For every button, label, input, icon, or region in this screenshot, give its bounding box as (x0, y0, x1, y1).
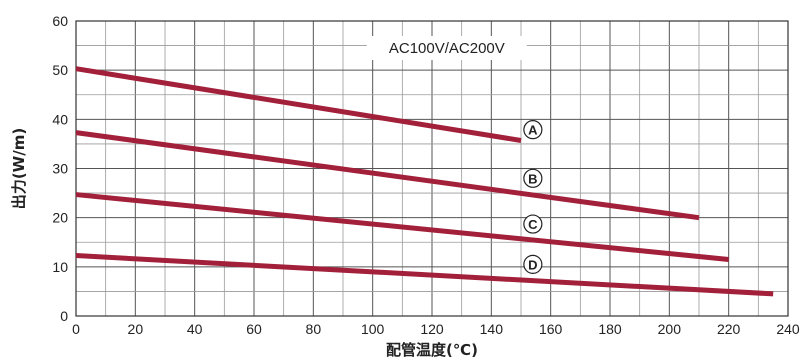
series-label-circle (523, 254, 543, 274)
x-tick-label: 80 (306, 321, 322, 337)
series-label-circle (523, 120, 543, 140)
series-label-b: B (528, 171, 537, 186)
series-line-c (75, 192, 729, 262)
x-tick-label: 100 (361, 321, 385, 337)
y-axis-title: 出力(W/m) (10, 128, 28, 209)
x-axis-title: 配管温度(℃) (386, 341, 478, 359)
x-tick-label: 200 (658, 321, 682, 337)
x-tick-label: 180 (598, 321, 622, 337)
x-tick-label: 20 (128, 321, 144, 337)
x-tick-label: 240 (776, 321, 800, 337)
y-tick-label: 20 (52, 210, 68, 226)
series-line-d (75, 253, 774, 297)
series-label-d: D (528, 257, 537, 272)
x-tick-label: 160 (539, 321, 563, 337)
x-tick-label: 220 (717, 321, 741, 337)
plot-frame (75, 20, 789, 317)
y-tick-label: 10 (52, 259, 68, 275)
y-tick-label: 30 (52, 161, 68, 177)
x-tick-label: 140 (480, 321, 504, 337)
grid (75, 20, 789, 317)
annotation-background (366, 36, 527, 61)
y-tick-label: 60 (52, 13, 68, 29)
series-lines (75, 66, 774, 297)
x-tick-label: 40 (187, 321, 203, 337)
annotation-label: AC100V/AC200V (389, 40, 505, 57)
series-line-a (75, 66, 522, 143)
y-tick-label: 50 (52, 62, 68, 78)
series-label-c: C (528, 217, 538, 232)
series-label-circle (523, 168, 543, 188)
series-labels: A B C D (523, 120, 543, 274)
series-label-circle (523, 214, 543, 234)
x-tick-label: 60 (246, 321, 262, 337)
tick-labels: 0 20 40 60 80 100 120 140 160 180 200 220 240 0 10 20 30… (52, 13, 799, 337)
x-tick-label: 0 (72, 321, 80, 337)
series-line-b (75, 130, 700, 221)
x-tick-label: 120 (420, 321, 444, 337)
y-tick-label: 0 (60, 308, 68, 324)
series-label-a: A (528, 123, 538, 138)
y-tick-label: 40 (52, 111, 68, 127)
annotation-group: AC100V/AC200V (366, 36, 527, 61)
